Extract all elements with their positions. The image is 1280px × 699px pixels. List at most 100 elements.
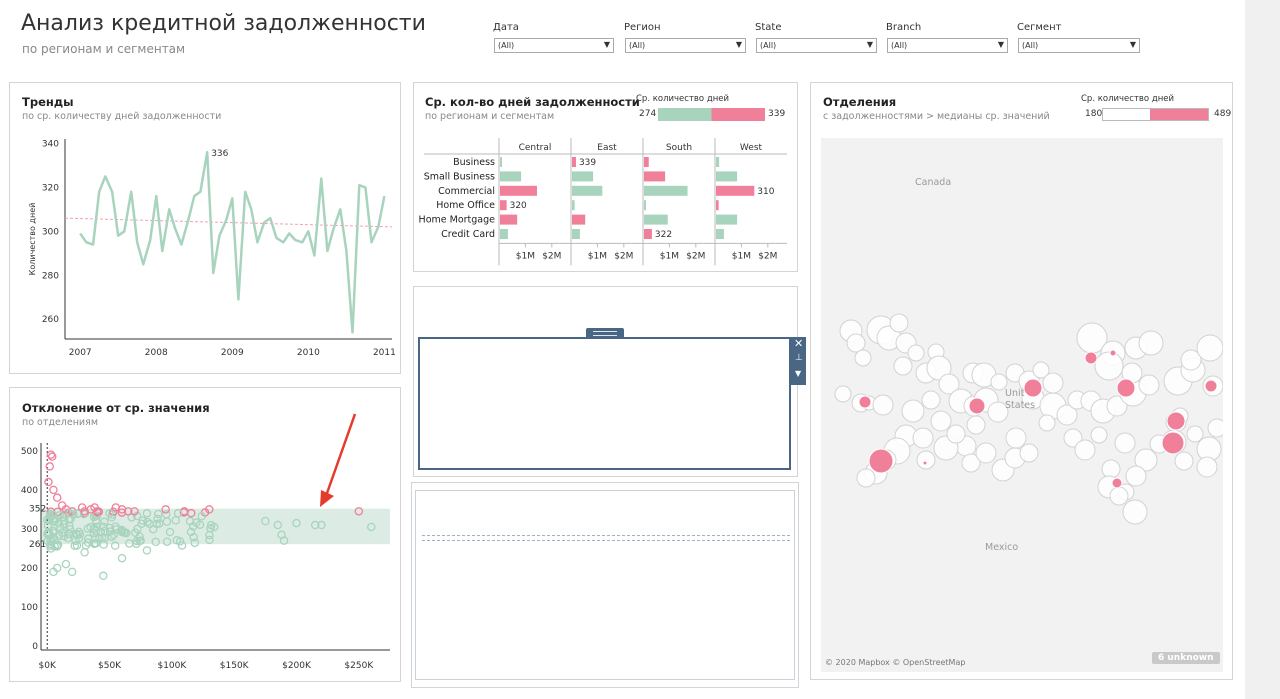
branch-point xyxy=(165,527,175,537)
map-bubble xyxy=(1109,486,1129,506)
branch-point xyxy=(92,522,102,532)
filter-date-label: Дата xyxy=(493,22,519,33)
branch-point xyxy=(63,533,73,543)
peak-data-label: 336 xyxy=(211,149,228,159)
map-bubble xyxy=(1180,349,1202,371)
branch-point xyxy=(125,539,134,548)
map-bubble xyxy=(1138,330,1164,356)
branch-point xyxy=(110,541,120,550)
map-bubble xyxy=(1101,459,1121,479)
drag-grip-icon xyxy=(593,331,617,336)
branch-point xyxy=(61,559,71,569)
map-bubble xyxy=(1125,465,1147,487)
segment-bar xyxy=(500,200,507,211)
trends-panel: Тренды по ср. количеству дней задолженно… xyxy=(9,82,401,374)
branch-point xyxy=(132,511,142,521)
filter-branch-label: Branch xyxy=(886,22,922,33)
floating-container[interactable] xyxy=(418,337,791,470)
branch-point xyxy=(65,521,74,531)
branch-point xyxy=(149,524,158,534)
branch-point xyxy=(44,477,53,487)
unknown-badge[interactable]: 6 unknown xyxy=(1152,652,1220,664)
filter-segment-select[interactable]: (All) ▼ xyxy=(1018,38,1140,53)
bar-data-label: 320 xyxy=(510,201,527,211)
filter-date-select[interactable]: (All) ▼ xyxy=(494,38,614,53)
branch-point xyxy=(142,546,152,555)
region-header: South xyxy=(666,143,692,153)
y-tick-label: 500 xyxy=(21,447,38,457)
branch-point xyxy=(67,567,77,577)
x-tick-label: $0K xyxy=(39,661,57,671)
branch-point xyxy=(107,532,116,541)
x-tick-label: 2008 xyxy=(145,348,168,358)
floating-drag-handle[interactable] xyxy=(586,328,624,337)
map-bubble xyxy=(987,401,1009,423)
map-bubble xyxy=(834,385,852,403)
branch-point xyxy=(47,452,57,461)
branch-point xyxy=(117,553,127,563)
map-bubble xyxy=(990,373,1008,391)
avg-days-legend-title: Ср. количество дней xyxy=(636,94,730,104)
branch-point xyxy=(90,503,99,512)
branch-point xyxy=(317,520,326,530)
branch-point xyxy=(59,516,69,525)
annotation-arrow xyxy=(320,413,357,507)
filter-region-select[interactable]: (All) ▼ xyxy=(625,38,746,53)
map-bubble xyxy=(1207,418,1223,438)
segment-bar xyxy=(644,214,668,225)
map-bubble xyxy=(975,442,997,464)
filter-state-label: State xyxy=(755,22,782,33)
branch-point xyxy=(172,535,182,545)
y-tick-label: 300 xyxy=(42,227,59,237)
map-bubble xyxy=(1056,404,1078,426)
chevron-down-icon: ▼ xyxy=(997,40,1004,49)
segment-bar xyxy=(500,185,537,196)
branches-map[interactable]: Canada Unit States Mexico © 2020 Mapbox … xyxy=(821,138,1223,672)
map-bubble-highlight xyxy=(868,448,894,474)
bar-axis-label: $1M xyxy=(660,251,679,261)
map-bubble xyxy=(1106,395,1128,417)
filter-branch-select[interactable]: (All) ▼ xyxy=(887,38,1008,53)
map-bubble xyxy=(901,399,925,423)
branches-legend-min: 180 xyxy=(1085,109,1103,119)
map-bubble-highlight xyxy=(1084,351,1098,365)
map-bubble-highlight xyxy=(1204,379,1218,393)
avg-days-title: Ср. кол-во дней задолженности xyxy=(425,95,640,109)
trend-line xyxy=(64,217,393,228)
map-bubble xyxy=(1186,425,1204,443)
branches-subtitle: с задолженностями > медианы ср. значений xyxy=(823,111,1050,122)
pin-icon[interactable]: ⊥ xyxy=(795,353,803,363)
bar-axis-label: $2M xyxy=(758,251,777,261)
segment-label: Home Mortgage xyxy=(419,215,496,226)
branch-point xyxy=(197,512,207,521)
branch-point xyxy=(65,525,75,534)
map-label-us: Unit States xyxy=(1005,388,1036,411)
y-tick-label: 320 xyxy=(42,183,59,193)
segment-bar xyxy=(716,171,738,182)
deviation-title: Отклонение от ср. значения xyxy=(22,401,210,415)
map-bubble-highlight xyxy=(1166,411,1186,431)
branches-legend-max: 489 xyxy=(1214,109,1232,119)
filter-state-select[interactable]: (All) ▼ xyxy=(756,38,877,53)
map-bubble xyxy=(1138,374,1160,396)
branch-point xyxy=(73,530,82,539)
map-label-canada: Canada xyxy=(915,177,952,188)
branch-point xyxy=(142,509,152,518)
segment-bar xyxy=(644,171,666,182)
close-icon[interactable]: ✕ xyxy=(794,337,804,350)
x-tick-label: $200K xyxy=(282,661,312,671)
segment-bar xyxy=(500,171,522,182)
branch-point xyxy=(122,528,131,538)
map-bubble xyxy=(1063,428,1083,448)
x-tick-label: 2007 xyxy=(69,348,92,358)
avg-days-legend-min: 274 xyxy=(639,109,657,119)
branch-point xyxy=(59,520,69,529)
bar-axis-label: $1M xyxy=(516,251,535,261)
map-bubble xyxy=(889,313,909,333)
branches-legend-title: Ср. количество дней xyxy=(1081,94,1175,104)
map-bubble-highlight xyxy=(1111,477,1123,489)
map-bubble-highlight xyxy=(1109,349,1117,357)
segment-label: Small Business xyxy=(424,171,495,182)
map-bubble xyxy=(1196,334,1223,362)
chevron-down-icon[interactable]: ▼ xyxy=(795,369,802,378)
